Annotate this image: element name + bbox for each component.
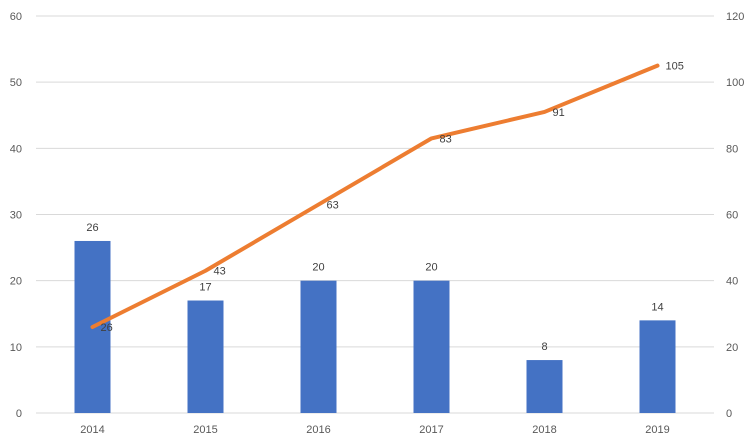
left-axis: 0 10 20 30 40 50 60: [10, 11, 22, 420]
line-data-label: 105: [666, 61, 684, 73]
right-axis-tick-label: 0: [726, 408, 732, 420]
right-axis-tick-label: 80: [726, 143, 738, 155]
left-axis-tick-label: 10: [10, 342, 22, 354]
bar-data-label: 8: [541, 341, 547, 353]
bar: [526, 360, 563, 413]
x-axis-tick-label: 2017: [419, 424, 443, 436]
line-data-labels: 26 43 63 83 91 105: [101, 61, 684, 334]
line-series: [90, 63, 660, 329]
right-axis-tick-label: 100: [726, 77, 744, 89]
right-axis-tick-label: 40: [726, 276, 738, 288]
x-axis: 2014 2015 2016 2017 2018 2019: [80, 424, 669, 436]
line-data-label: 43: [214, 266, 226, 278]
right-axis-tick-label: 60: [726, 210, 738, 222]
bar-data-label: 14: [651, 301, 663, 313]
line-data-label: 63: [327, 200, 339, 212]
right-axis-tick-label: 20: [726, 342, 738, 354]
bar: [639, 320, 676, 413]
line-path: [90, 63, 660, 329]
bar-data-label: 26: [86, 222, 98, 234]
left-axis-tick-label: 40: [10, 143, 22, 155]
x-axis-tick-label: 2018: [532, 424, 556, 436]
left-axis-tick-label: 60: [10, 11, 22, 23]
left-axis-tick-label: 30: [10, 210, 22, 222]
bar: [300, 280, 337, 413]
x-axis-tick-label: 2019: [645, 424, 669, 436]
left-axis-tick-label: 50: [10, 77, 22, 89]
right-axis-tick-label: 120: [726, 11, 744, 23]
bar: [413, 280, 450, 413]
line-data-label: 91: [553, 107, 565, 119]
left-axis-tick-label: 20: [10, 276, 22, 288]
gridlines: [36, 15, 714, 414]
bar-data-label: 20: [312, 262, 324, 274]
bar: [187, 300, 224, 413]
line-data-label: 26: [101, 322, 113, 334]
bar-data-label: 17: [199, 282, 211, 294]
x-axis-tick-label: 2014: [80, 424, 104, 436]
bar-series: [74, 240, 676, 413]
bar-data-label: 20: [425, 262, 437, 274]
x-axis-tick-label: 2016: [306, 424, 330, 436]
right-axis: 0 20 40 60 80 100 120: [726, 11, 744, 420]
x-axis-tick-label: 2015: [193, 424, 217, 436]
bar-data-labels: 26 17 20 20 8 14: [86, 222, 663, 353]
line-data-label: 83: [440, 133, 452, 145]
left-axis-tick-label: 0: [16, 408, 22, 420]
